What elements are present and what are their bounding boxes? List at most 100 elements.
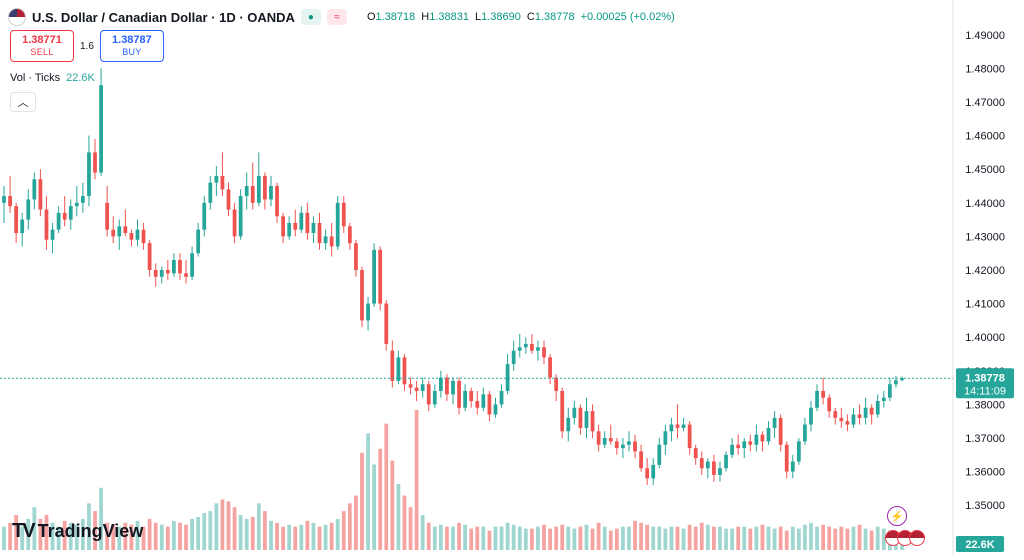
volume-bar xyxy=(657,526,662,550)
candle-body xyxy=(584,411,589,428)
volume-bar xyxy=(645,524,650,550)
candle-body xyxy=(554,377,559,391)
candle-body xyxy=(190,253,194,277)
candle-body xyxy=(256,175,261,203)
candle-body xyxy=(244,186,249,197)
candle-body xyxy=(123,226,128,234)
volume-legend[interactable]: Vol · Ticks 22.6K xyxy=(10,72,95,84)
collapse-legend-button[interactable]: ︿ xyxy=(10,92,36,112)
volume-bar xyxy=(457,522,461,550)
candle-body xyxy=(366,303,370,321)
candle-body xyxy=(99,85,103,173)
volume-bar xyxy=(584,524,589,550)
candle-body xyxy=(894,380,898,385)
candle-body xyxy=(875,401,880,415)
candle-body xyxy=(602,438,607,445)
volume-bar xyxy=(153,522,158,550)
sell-button[interactable]: 1.38771 SELL xyxy=(10,30,74,62)
volume-bar xyxy=(772,528,777,550)
sell-price: 1.38771 xyxy=(22,34,62,46)
volume-bar xyxy=(141,526,146,550)
candle-body xyxy=(851,414,856,425)
spread-value: 1.6 xyxy=(80,40,94,52)
volume-bar xyxy=(372,464,377,550)
price-axis[interactable]: 1.49000 1.48000 1.47000 1.46000 1.45000 1.440… xyxy=(952,0,1014,555)
buy-price: 1.38787 xyxy=(112,34,152,46)
volume-bar xyxy=(190,518,194,550)
volume-bar xyxy=(299,524,304,550)
volume-bar xyxy=(560,524,565,550)
volume-bar xyxy=(402,495,407,550)
volume-bar xyxy=(857,524,862,550)
volume-bar xyxy=(20,526,25,550)
candle-body xyxy=(196,229,201,254)
buy-button[interactable]: 1.38787 BUY xyxy=(99,30,164,62)
open-label: O xyxy=(366,11,376,23)
price-tag[interactable] xyxy=(956,368,1014,399)
volume-bar xyxy=(250,516,255,550)
volume-bar xyxy=(317,526,322,550)
candle-body xyxy=(117,226,122,237)
candle-body xyxy=(760,434,765,442)
volume-bar xyxy=(111,524,116,550)
candle-body xyxy=(772,417,777,428)
lightning-icon[interactable]: ⚡ xyxy=(887,506,907,526)
candle-body xyxy=(821,390,826,398)
volume-bar xyxy=(705,524,710,550)
us-event-flag-icon[interactable] xyxy=(909,530,925,546)
volume-bar xyxy=(523,528,528,550)
volume-bar xyxy=(481,526,486,550)
volume-bar xyxy=(32,507,37,550)
candle-body xyxy=(232,209,237,237)
candle-body xyxy=(445,377,449,395)
candle-body xyxy=(748,441,753,445)
candle-body xyxy=(135,229,140,240)
volume-bar xyxy=(511,524,516,550)
volume-bar xyxy=(184,524,188,550)
volume-bar xyxy=(414,410,419,550)
candle-body xyxy=(396,357,401,381)
volume-bar xyxy=(572,528,577,550)
volume-bar xyxy=(554,526,559,550)
volume-bar xyxy=(651,526,656,550)
market-status-icon[interactable]: ● xyxy=(300,9,321,25)
volume-bar xyxy=(93,511,97,550)
candle-body xyxy=(663,431,668,445)
candle-body xyxy=(269,186,273,200)
volume-bar xyxy=(123,522,128,550)
candle-body xyxy=(378,249,383,304)
volume-bar xyxy=(366,433,370,550)
candle-body xyxy=(627,441,631,445)
candle-body xyxy=(548,357,552,378)
candle-body xyxy=(372,249,377,304)
candle-body xyxy=(730,444,734,455)
candle-body xyxy=(675,424,680,428)
candle-body xyxy=(299,212,304,230)
economic-events xyxy=(885,530,925,546)
candle-body xyxy=(681,424,686,428)
trade-panel: 1.38771 SELL 1.6 1.38787 BUY xyxy=(10,30,164,62)
candle-body xyxy=(669,424,674,432)
candle-body xyxy=(651,464,656,479)
volume-bar xyxy=(548,528,552,550)
candle-body xyxy=(305,212,310,234)
candle-body xyxy=(463,390,468,408)
candle-body xyxy=(699,458,704,469)
symbol-title[interactable]: U.S. Dollar / Canadian Dollar · 1D · OAN… xyxy=(32,9,295,25)
candle-body xyxy=(159,270,164,277)
candle-body xyxy=(815,390,819,408)
indicator-icon[interactable]: ≈ xyxy=(326,9,347,25)
candle-body xyxy=(578,407,583,428)
candle-body xyxy=(881,397,886,402)
candle-body xyxy=(287,222,292,237)
candle-body xyxy=(323,236,328,244)
volume-bar xyxy=(50,522,55,550)
candle-body xyxy=(736,444,741,449)
candle-body xyxy=(172,259,176,274)
y-tick-label: 1.44000 xyxy=(965,198,1005,210)
tradingview-logo[interactable]: TV TradingView xyxy=(12,520,143,543)
candle-body xyxy=(645,468,650,479)
candle-body xyxy=(426,384,431,405)
